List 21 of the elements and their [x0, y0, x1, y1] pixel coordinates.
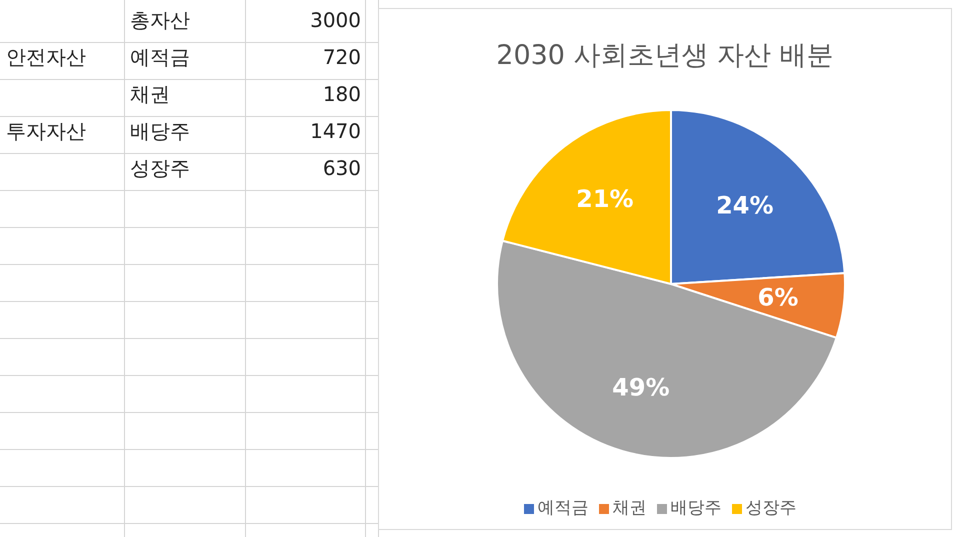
text: 3000 [310, 7, 361, 33]
text: 투자자산 [6, 118, 86, 144]
category-label: 배당주 [130, 119, 190, 143]
category-label: 성장주 [130, 156, 190, 180]
text: 180 [322, 81, 361, 107]
data-label: 21% [576, 184, 634, 213]
legend-label: 채권 [612, 498, 646, 518]
chart-title: 2030 사회초년생 자산 배분 [495, 39, 835, 73]
data-label: 6% [758, 284, 798, 312]
legend-label: 예적금 [538, 498, 588, 518]
text: 1470 [310, 118, 361, 144]
data-label: 24% [716, 191, 774, 220]
category-label: 예적금 [130, 45, 190, 69]
legend-label: 배당주 [670, 498, 722, 518]
text: 630 [322, 155, 361, 181]
data-label: 49% [612, 374, 670, 402]
text: 안전자산 [6, 44, 86, 70]
text: 720 [322, 44, 361, 70]
text: 총자산 [130, 7, 190, 33]
legend-label: 성장주 [746, 498, 796, 518]
category-label: 채권 [130, 82, 170, 106]
